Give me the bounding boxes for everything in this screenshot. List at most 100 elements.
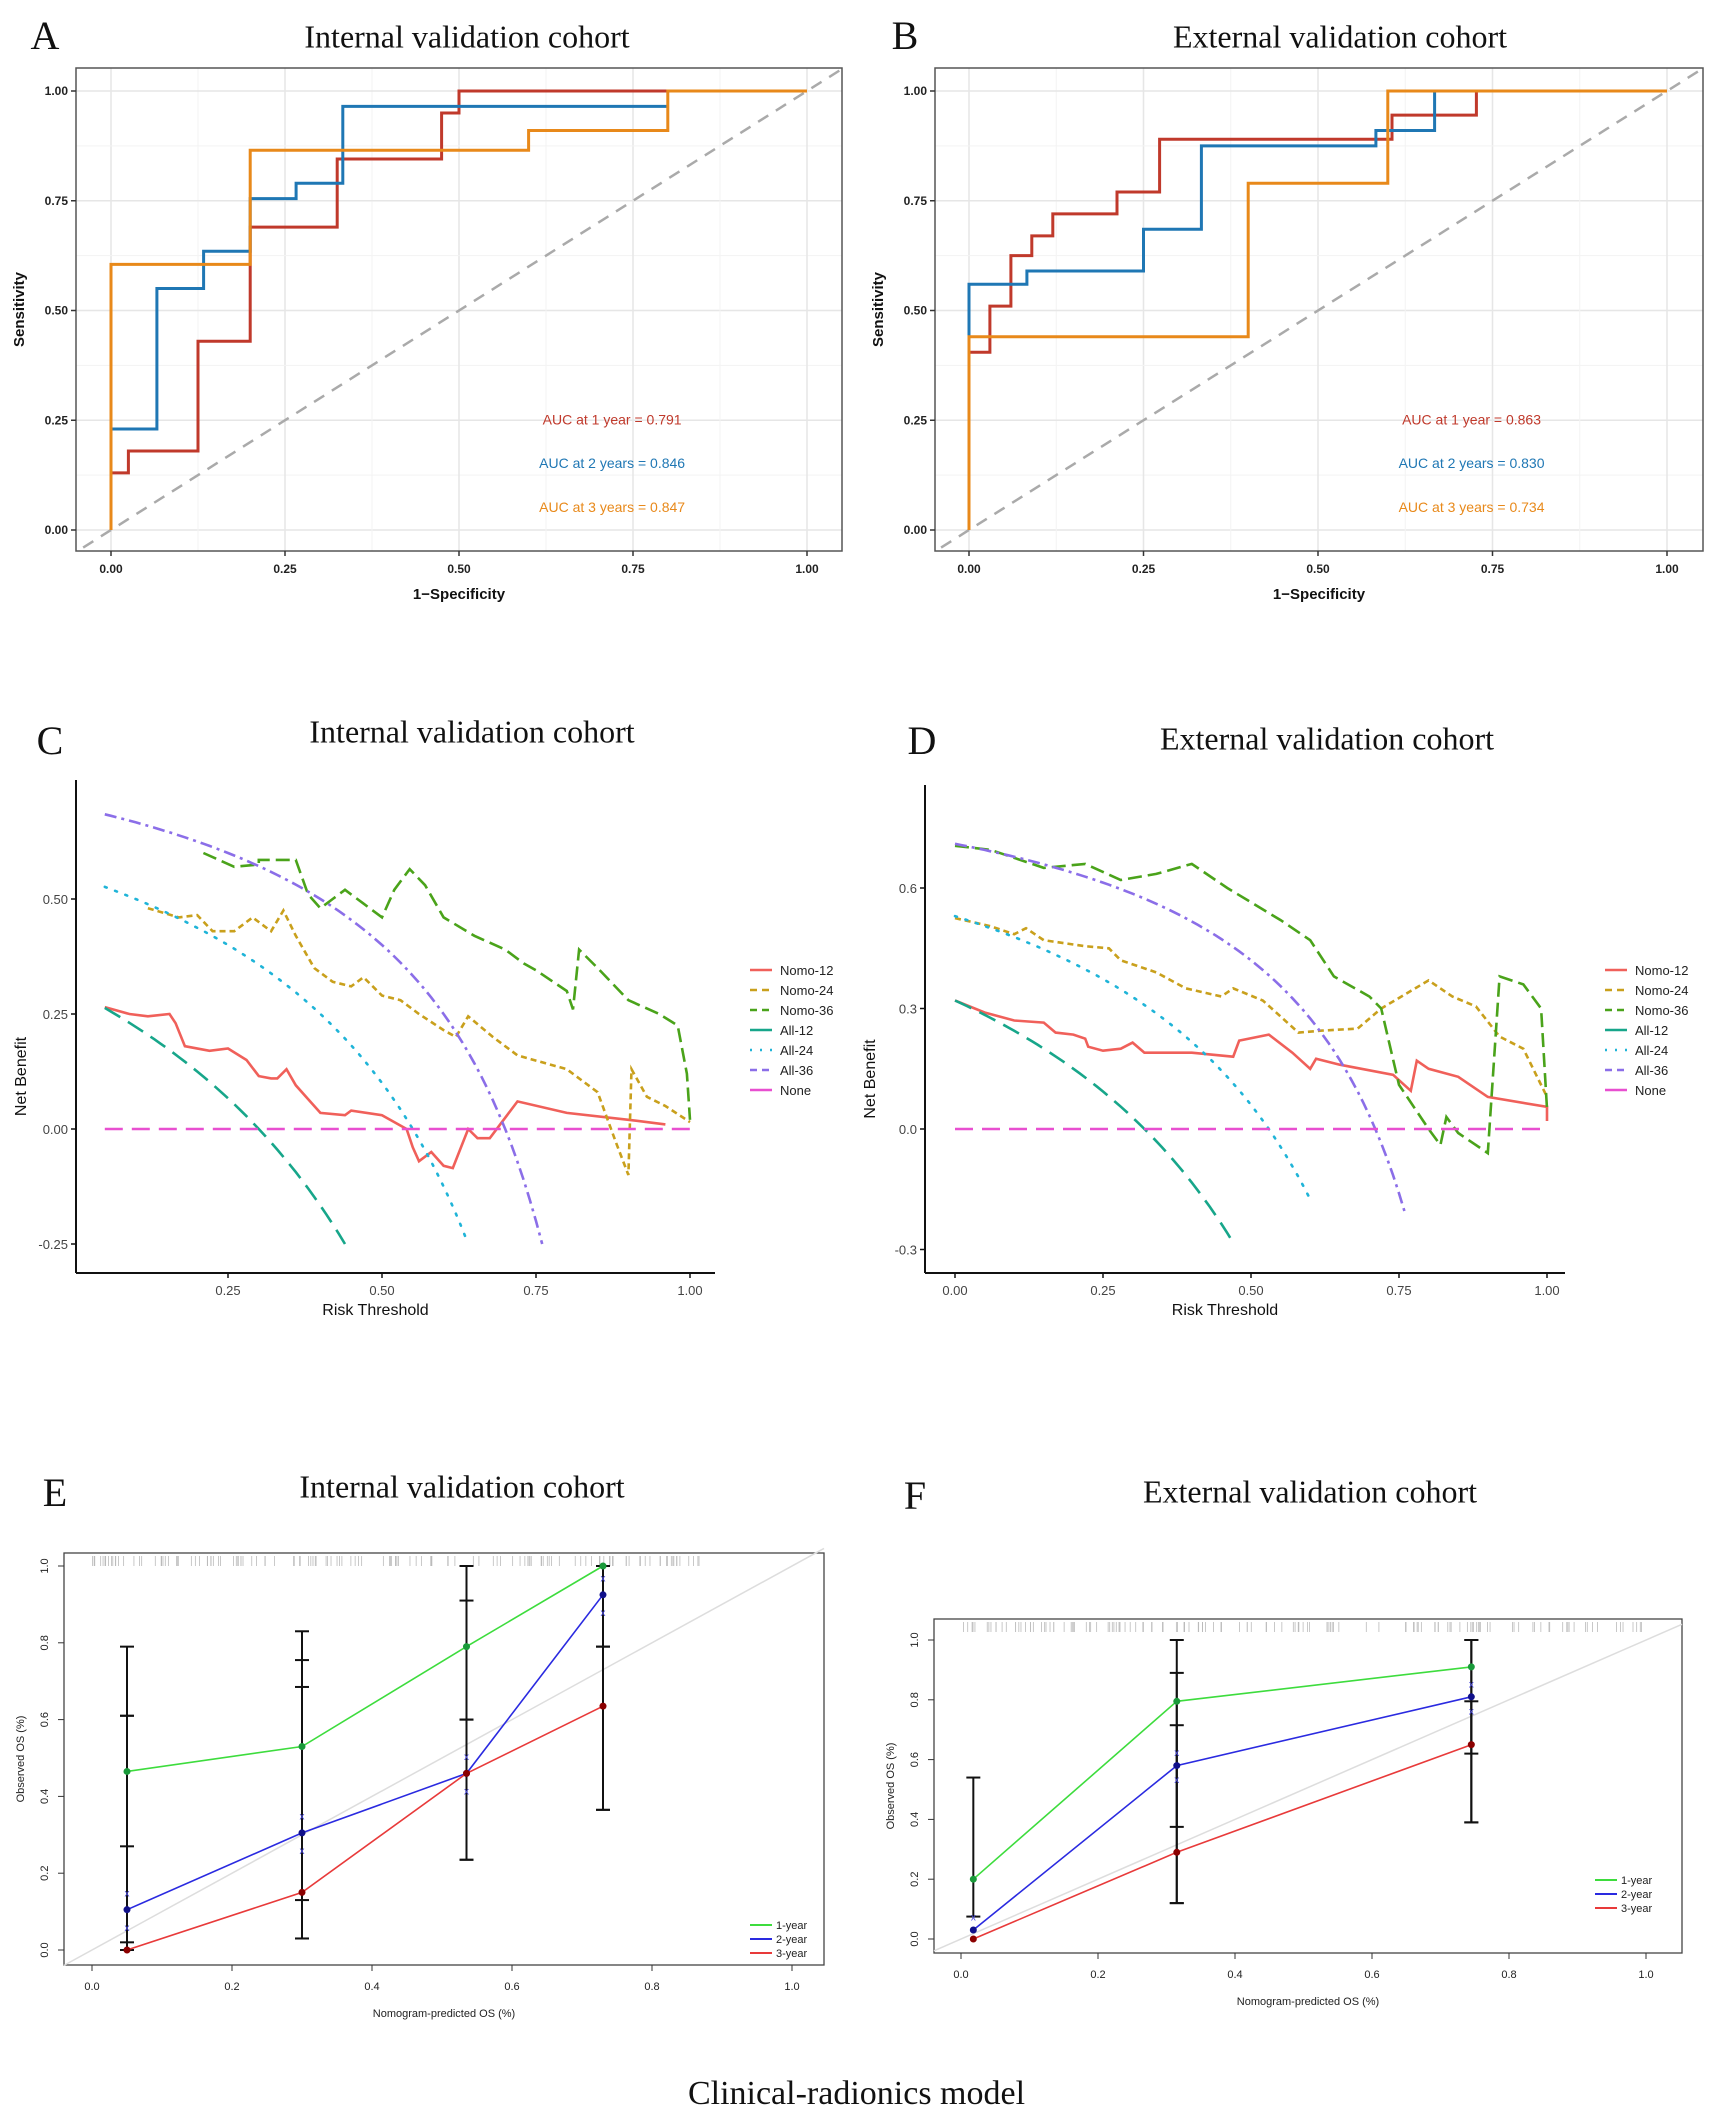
auc-annotation: AUC at 3 years = 0.734 [1399, 499, 1545, 515]
dca-curve-nomo-12 [954, 999, 1549, 1121]
y-tick-label: 0.3 [899, 1002, 917, 1017]
y-tick-label: 0.00 [45, 523, 69, 537]
panel-letter: E [43, 1470, 67, 1515]
panel-D: D External validation cohort 0.00 0.25 0.50 0… [862, 718, 1688, 1319]
legend-label: Nomo-36 [780, 1003, 833, 1018]
legend-label: 1-year [1621, 1875, 1653, 1887]
panel-E: E Internal validation cohort 0.0 0.2 0.4 0.6 0… [15, 1468, 825, 2020]
calibration-point [1467, 1663, 1475, 1671]
auc-annotation: AUC at 2 years = 0.846 [539, 455, 685, 471]
x-axis-label: 1−Specificity [1273, 586, 1366, 603]
y-axis-label: Observed OS (%) [885, 1743, 897, 1830]
plot-frame [933, 1618, 1683, 1954]
x-tick-label: 0.75 [1386, 1283, 1411, 1298]
x-tick-label: 0.8 [1501, 1969, 1516, 1981]
chart-title: External validation cohort [1143, 1473, 1477, 1509]
plot-frame [934, 67, 1704, 552]
y-axis-label: Observed OS (%) [15, 1716, 27, 1803]
dca-curve-nomo-12 [104, 1005, 666, 1170]
legend-label: All-36 [1635, 1063, 1668, 1078]
panel-letter: A [31, 13, 60, 58]
x-tick-label: 0.50 [1306, 562, 1330, 576]
y-tick-label: 0.0 [899, 1122, 917, 1137]
calibration-point [969, 1875, 977, 1883]
y-tick-label: -0.25 [38, 1237, 68, 1252]
legend-label: All-36 [780, 1063, 813, 1078]
y-tick-label: 0.25 [904, 413, 928, 427]
calibration-point [298, 1888, 306, 1896]
x-tick-label: 1.0 [784, 1981, 799, 1993]
reference-diagonal [63, 1547, 825, 1967]
bootstrap-marker: x [1174, 1775, 1179, 1786]
dca-curve-nomo-36 [202, 851, 692, 1120]
x-axis-label: Risk Threshold [322, 1302, 428, 1319]
legend-label: None [780, 1083, 811, 1098]
legend-label: 3-year [776, 1948, 808, 1960]
auc-annotation: AUC at 3 years = 0.847 [539, 499, 685, 515]
figure-caption: Clinical-radionics model [687, 2075, 1026, 2112]
legend-label: 3-year [1621, 1903, 1653, 1915]
y-tick-label: 0.2 [909, 1872, 921, 1887]
roc-curve-2-years [967, 91, 1437, 530]
bootstrap-marker: x [601, 1608, 606, 1619]
calibration-curve-3-year [972, 1743, 1472, 1940]
reference-diagonal [940, 67, 1704, 549]
bootstrap-marker: x [971, 1913, 976, 1924]
legend-label: 2-year [776, 1934, 808, 1946]
chart-title: Internal validation cohort [309, 713, 634, 749]
calibration-curve-2-year [126, 1594, 604, 1911]
legend-label: All-24 [1635, 1043, 1668, 1058]
bootstrap-marker: x [125, 1888, 130, 1899]
calibration-point [599, 1591, 607, 1599]
panel-letter: D [908, 718, 937, 763]
x-tick-label: 0.00 [957, 562, 981, 576]
calibration-point [123, 1767, 131, 1775]
x-tick-label: 0.25 [215, 1283, 240, 1298]
x-tick-label: 0.25 [1132, 562, 1156, 576]
dca-curve-all-24 [103, 885, 470, 1246]
auc-annotation: AUC at 2 years = 0.830 [1399, 455, 1545, 471]
bootstrap-marker: x [1469, 1706, 1474, 1717]
y-tick-label: 0.25 [45, 413, 69, 427]
y-tick-label: 0.50 [904, 304, 928, 318]
bootstrap-marker: x [601, 1574, 606, 1585]
x-tick-label: 1.00 [1655, 562, 1679, 576]
x-tick-label: 0.8 [644, 1981, 659, 1993]
y-tick-label: 1.00 [904, 84, 928, 98]
calibration-point [123, 1946, 131, 1954]
panel-F: F External validation cohort 0.0 0.2 0.4 0.6 0… [885, 1473, 1683, 2008]
y-tick-label: 1.0 [39, 1558, 51, 1573]
dca-curve-all-24 [953, 914, 1312, 1201]
x-tick-label: 0.75 [523, 1283, 548, 1298]
y-tick-label: -0.3 [895, 1243, 917, 1258]
dca-curve-nomo-36 [954, 844, 1549, 1156]
bootstrap-marker: x [464, 1752, 469, 1763]
y-tick-label: 0.50 [45, 304, 69, 318]
x-tick-label: 0.50 [447, 562, 471, 576]
bootstrap-marker: x [125, 1923, 130, 1934]
bootstrap-marker: x [300, 1812, 305, 1823]
calibration-point [298, 1742, 306, 1750]
calibration-point [1467, 1693, 1475, 1701]
x-tick-label: 0.0 [84, 1981, 99, 1993]
y-tick-label: 0.00 [904, 523, 928, 537]
legend-label: Nomo-24 [1635, 983, 1688, 998]
x-tick-label: 0.50 [1238, 1283, 1263, 1298]
calibration-point [599, 1702, 607, 1710]
x-tick-label: 0.25 [273, 562, 297, 576]
x-tick-label: 1.00 [1534, 1283, 1559, 1298]
x-tick-label: 0.00 [99, 562, 123, 576]
legend-label: 1-year [776, 1920, 808, 1932]
x-tick-label: 0.75 [1481, 562, 1505, 576]
roc-curve-3-years [967, 89, 1667, 530]
x-tick-label: 0.4 [1227, 1969, 1242, 1981]
legend-label: Nomo-12 [780, 963, 833, 978]
y-tick-label: 0.0 [39, 1942, 51, 1957]
y-axis-label: Sensitivity [11, 271, 28, 347]
y-tick-label: 0.00 [43, 1122, 68, 1137]
y-tick-label: 1.00 [45, 84, 69, 98]
panel-B: B External validation cohort 0.00 0.25 0.50 0… [870, 13, 1704, 603]
y-tick-label: 0.8 [39, 1635, 51, 1650]
y-tick-label: 0.6 [39, 1712, 51, 1727]
legend-label: All-12 [1635, 1023, 1668, 1038]
